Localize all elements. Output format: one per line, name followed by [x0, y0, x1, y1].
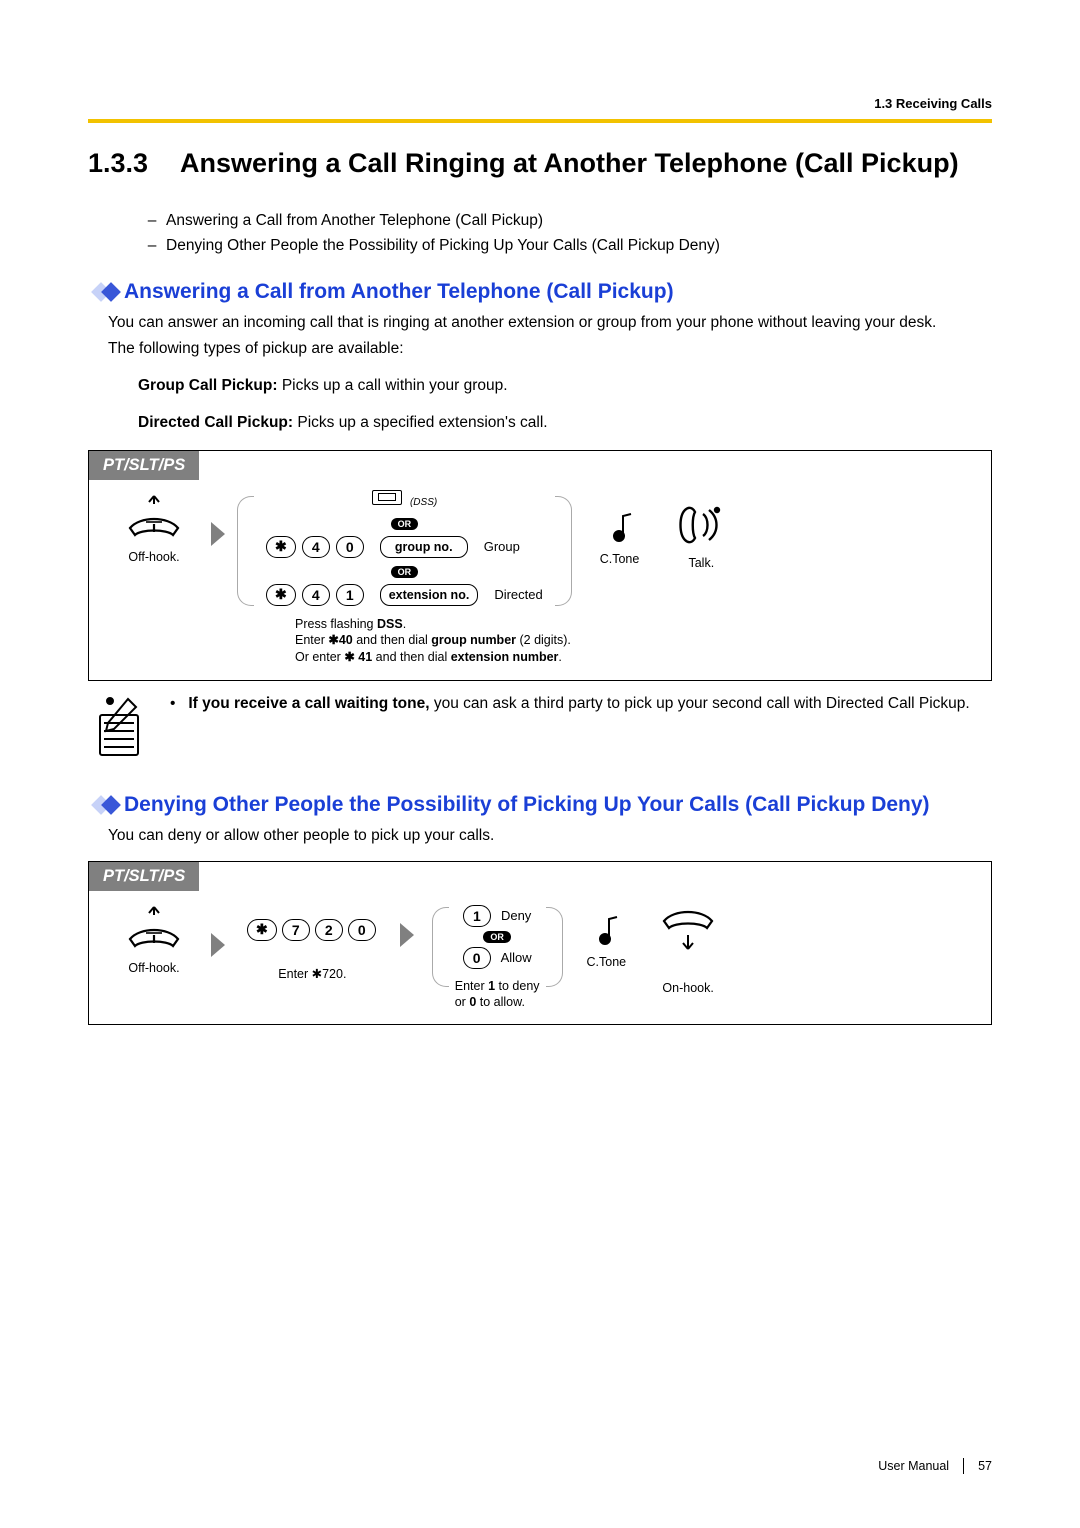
- header-rule: [88, 119, 992, 123]
- footer-label: User Manual: [878, 1459, 949, 1473]
- bullet-1: Answering a Call from Another Telephone …: [166, 209, 543, 234]
- sub1-type-directed-bold: Directed Call Pickup:: [138, 414, 293, 431]
- talk-caption: Talk.: [688, 556, 714, 572]
- sub2-heading-text: Denying Other People the Possibility of …: [124, 793, 930, 817]
- section-number: 1.3.3: [88, 147, 180, 181]
- key-extno: extension no.: [380, 584, 479, 606]
- key-4-2: 4: [302, 584, 330, 606]
- sub2-heading: Denying Other People the Possibility of …: [94, 793, 992, 817]
- arrow-icon-3: [400, 923, 414, 947]
- box2-tab: PT/SLT/PS: [89, 862, 199, 891]
- note-rest: you can ask a third party to pick up you…: [430, 695, 970, 712]
- box1-tab: PT/SLT/PS: [89, 451, 199, 480]
- or-pill-2: OR: [391, 566, 419, 578]
- key-star-1: ✱: [266, 536, 296, 558]
- bullet-2: Denying Other People the Possibility of …: [166, 234, 720, 259]
- footer-divider: [963, 1458, 964, 1474]
- key-4-1: 4: [302, 536, 330, 558]
- or-pill-3: OR: [483, 931, 511, 943]
- bracket-left-2: [432, 907, 449, 987]
- box1-instructions: Press flashing DSS. Enter ✱40 and then d…: [295, 616, 971, 667]
- offhook-caption-1: Off-hook.: [128, 550, 179, 566]
- label-group: Group: [484, 539, 520, 554]
- notepad-icon: [88, 693, 150, 763]
- key-0-2: 0: [348, 919, 376, 941]
- key-2: 2: [315, 919, 343, 941]
- offhook-icon: [122, 494, 186, 544]
- sub1-intro2: The following types of pickup are availa…: [108, 338, 992, 360]
- key-0-1: 0: [336, 536, 364, 558]
- key-groupno: group no.: [380, 536, 468, 558]
- arrow-icon: [211, 522, 225, 546]
- section-title: 1.3.3 Answering a Call Ringing at Anothe…: [88, 147, 992, 181]
- enter-caption: Enter ✱720.: [278, 967, 346, 983]
- bracket-right-2: [546, 907, 563, 987]
- key-1-2: 1: [336, 584, 364, 606]
- bracket-right: [555, 496, 572, 606]
- key-allow: 0: [463, 947, 491, 969]
- footer-page: 57: [978, 1459, 992, 1473]
- sub1-type-directed: Directed Call Pickup: Picks up a specifi…: [138, 412, 992, 434]
- onhook-caption: On-hook.: [662, 981, 713, 997]
- section-bullets: –Answering a Call from Another Telephone…: [138, 209, 992, 259]
- sub1-type-directed-rest: Picks up a specified extension's call.: [293, 414, 548, 431]
- page-footer: User Manual 57: [878, 1458, 992, 1474]
- note-bullet: •: [170, 695, 175, 712]
- diamond-icon: [94, 285, 114, 299]
- sub1-type-group-bold: Group Call Pickup:: [138, 377, 278, 394]
- sub1-type-group-rest: Picks up a call within your group.: [278, 377, 508, 394]
- offhook-icon-2: [122, 905, 186, 955]
- key-7: 7: [282, 919, 310, 941]
- procedure-box-1: PT/SLT/PS Off-hook. (DSS) OR: [88, 450, 992, 682]
- key-deny: 1: [463, 905, 491, 927]
- diamond-icon-2: [94, 798, 114, 812]
- ctone-icon: [601, 508, 639, 546]
- onhook-icon: [656, 905, 720, 955]
- key-star-3: ✱: [247, 919, 277, 941]
- choice-caption: Enter 1 to deny or 0 to allow.: [455, 979, 540, 1010]
- dss-label: (DSS): [410, 497, 437, 508]
- arrow-icon-2: [211, 933, 225, 957]
- procedure-box-2: PT/SLT/PS Off-hook. ✱ 7 2 0 Enter ✱720.: [88, 861, 992, 1025]
- ctone-caption-2: C.Tone: [587, 955, 627, 971]
- deny-label: Deny: [501, 908, 531, 923]
- note-row: • If you receive a call waiting tone, yo…: [88, 693, 992, 763]
- ctone-caption-1: C.Tone: [600, 552, 640, 568]
- ctone-icon-2: [587, 911, 625, 949]
- or-pill-1: OR: [391, 518, 419, 530]
- sub1-heading-text: Answering a Call from Another Telephone …: [124, 280, 674, 304]
- allow-label: Allow: [501, 950, 532, 965]
- note-bold: If you receive a call waiting tone,: [188, 695, 429, 712]
- talk-icon: [673, 500, 729, 550]
- label-directed: Directed: [494, 587, 542, 602]
- section-title-text: Answering a Call Ringing at Another Tele…: [180, 147, 959, 181]
- sub1-heading: Answering a Call from Another Telephone …: [94, 280, 992, 304]
- sub1-intro1: You can answer an incoming call that is …: [108, 312, 992, 334]
- offhook-caption-2: Off-hook.: [128, 961, 179, 977]
- key-star-2: ✱: [266, 584, 296, 606]
- bracket-left: [237, 496, 254, 606]
- breadcrumb: 1.3 Receiving Calls: [88, 96, 992, 111]
- sub1-type-group: Group Call Pickup: Picks up a call withi…: [138, 375, 992, 397]
- dss-key-icon: [372, 490, 402, 505]
- sub2-intro: You can deny or allow other people to pi…: [108, 825, 992, 847]
